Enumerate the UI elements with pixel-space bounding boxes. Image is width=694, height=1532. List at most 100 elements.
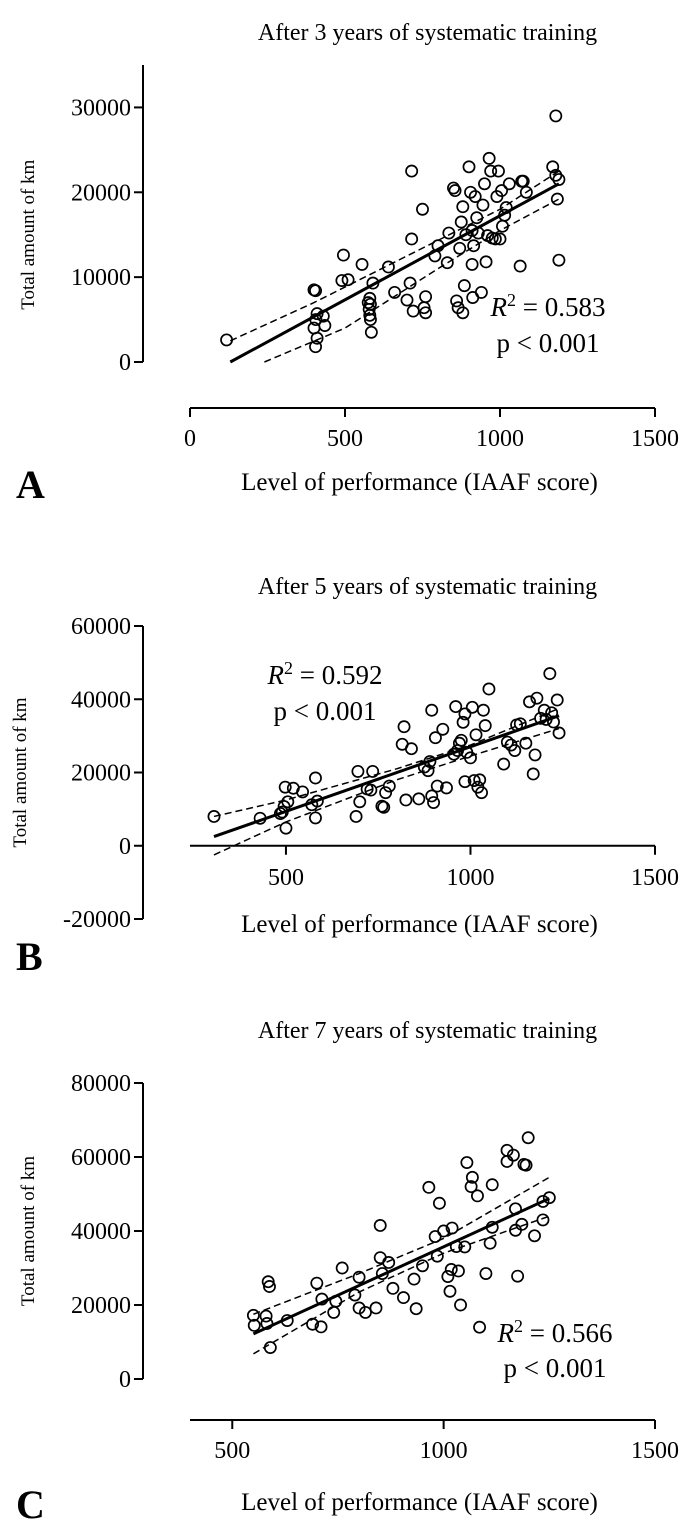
chart-panel-c: After 7 years of systematic training 0 200… [16, 1018, 679, 1527]
ci-upper-line [229, 170, 560, 342]
data-point [482, 151, 496, 165]
data-point [493, 232, 507, 246]
data-point [479, 1267, 493, 1281]
data-point [456, 715, 470, 729]
data-point [469, 728, 483, 742]
y-tick-label: 20000 [71, 180, 131, 206]
data-point [428, 731, 442, 745]
data-point [519, 185, 533, 199]
data-point [458, 707, 472, 721]
data-point [259, 1309, 273, 1323]
data-point [430, 779, 444, 793]
data-point [405, 164, 419, 178]
data-point [458, 775, 472, 789]
data-point [327, 1305, 341, 1319]
data-point [483, 1236, 497, 1250]
data-point [474, 285, 488, 299]
data-point [404, 742, 418, 756]
data-point [484, 164, 498, 178]
data-point [448, 184, 462, 198]
data-point [310, 331, 324, 345]
data-point [465, 257, 479, 271]
data-point [454, 215, 468, 229]
data-point [536, 1213, 550, 1227]
x-axis-label: Level of performance (IAAF score) [241, 469, 598, 496]
y-tick-label: 40000 [71, 1219, 131, 1245]
y-tick-label: 60000 [71, 1145, 131, 1171]
data-point [441, 1270, 455, 1283]
x-tick-label: 1500 [631, 865, 679, 891]
data-point [519, 1158, 533, 1172]
data-point [467, 774, 481, 788]
ci-lower-line [253, 1215, 550, 1355]
data-point [335, 1261, 349, 1275]
data-point [309, 771, 322, 785]
r-squared-label: R2 = 0.566 [497, 1316, 613, 1348]
data-point [465, 224, 479, 237]
chart-panel-b: After 5 years of systematic training -200… [10, 574, 679, 979]
data-point [403, 276, 417, 290]
data-point [419, 306, 433, 320]
x-tick-label: 1000 [420, 1438, 468, 1464]
data-point [309, 284, 322, 298]
x-axis-label: Level of performance (IAAF score) [241, 911, 598, 938]
data-point [422, 1180, 436, 1194]
data-point [534, 711, 548, 725]
data-point [309, 811, 322, 825]
data-point [409, 1302, 423, 1316]
data-point [362, 302, 376, 316]
data-point [406, 304, 420, 318]
regression-line [252, 1197, 550, 1336]
data-point [473, 1320, 487, 1334]
data-point [400, 293, 414, 307]
data-point [427, 796, 441, 809]
data-point [341, 273, 355, 287]
panel-letter: C [16, 1482, 45, 1527]
data-point [526, 767, 540, 781]
data-point [442, 226, 456, 240]
y-tick-label: 60000 [71, 614, 131, 640]
data-point [511, 1269, 525, 1283]
data-point [263, 1280, 276, 1293]
data-point [528, 1229, 541, 1243]
x-tick-label: 1500 [631, 426, 679, 452]
x-tick-label: 500 [268, 865, 304, 891]
data-point [416, 202, 429, 216]
data-point [500, 1154, 514, 1168]
data-point [467, 239, 481, 253]
panel-letter: A [16, 462, 45, 507]
data-point [416, 1259, 429, 1273]
y-axis-label: Total amount of km [18, 159, 39, 309]
data-point [449, 700, 463, 714]
data-point [519, 736, 533, 750]
data-point [460, 1156, 474, 1170]
data-point [462, 160, 476, 174]
data-point [513, 259, 527, 273]
data-point [437, 1224, 451, 1238]
data-point [379, 786, 393, 800]
data-point [457, 279, 471, 293]
data-point [335, 274, 349, 287]
chart-panel-a: After 3 years of systematic training 0 100… [16, 20, 679, 507]
y-axis-label: Total amount of km [10, 697, 31, 847]
data-point [550, 693, 564, 707]
x-tick-label: 1000 [476, 426, 524, 452]
data-point [456, 200, 470, 214]
data-point [363, 313, 377, 327]
data-point [373, 1218, 387, 1232]
data-point [497, 757, 511, 771]
y-tick-label: 0 [119, 1367, 131, 1393]
data-point [450, 294, 464, 308]
data-point [407, 1272, 421, 1286]
data-point [458, 1240, 472, 1254]
data-point [369, 1301, 383, 1315]
data-point [543, 667, 557, 681]
y-tick-label: 80000 [71, 1071, 131, 1097]
data-point [399, 793, 413, 807]
data-point [348, 1288, 362, 1302]
data-point [530, 691, 544, 705]
data-point [364, 325, 378, 339]
data-point [397, 1291, 410, 1305]
data-point [353, 795, 367, 809]
data-point [546, 160, 560, 174]
